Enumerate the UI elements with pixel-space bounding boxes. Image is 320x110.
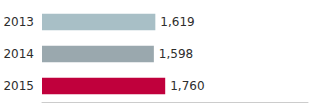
svg-text:2013: 2013 xyxy=(3,15,34,29)
svg-text:2014: 2014 xyxy=(3,47,34,61)
svg-text:2015: 2015 xyxy=(3,79,34,93)
svg-text:1,760: 1,760 xyxy=(170,79,204,93)
svg-text:1,598: 1,598 xyxy=(159,47,193,61)
svg-text:1,619: 1,619 xyxy=(160,15,194,29)
